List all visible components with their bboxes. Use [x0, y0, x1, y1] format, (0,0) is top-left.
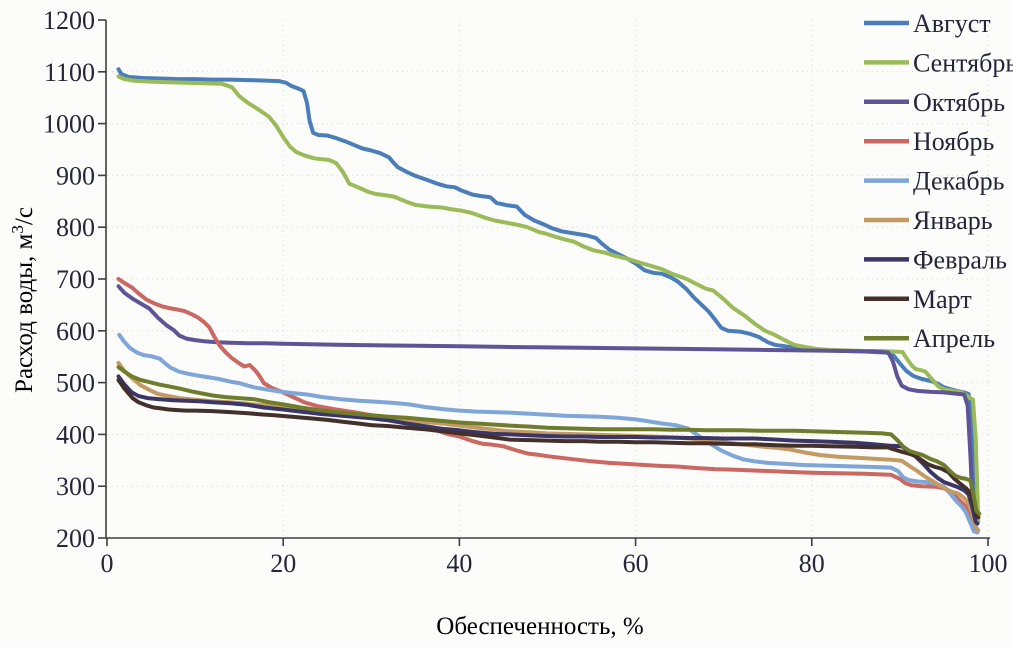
y-tick-label-1000: 1000	[43, 110, 95, 139]
x-tick-label-0: 0	[101, 549, 114, 578]
legend-item-november: Ноябрь	[864, 127, 994, 156]
y-tick-label-200: 200	[56, 524, 95, 553]
legend-item-december: Декабрь	[864, 167, 1005, 196]
y-axis-title-post: /с	[11, 207, 38, 225]
legend-label-february: Февраль	[913, 245, 1007, 274]
y-tick-label-1200: 1200	[43, 6, 95, 35]
y-tick-label-300: 300	[56, 472, 95, 501]
legend-label-december: Декабрь	[913, 167, 1005, 196]
series-line-april	[116, 365, 982, 516]
legend-label-april: Апрель	[913, 324, 995, 353]
y-axis-title-text: Расход воды, м	[11, 233, 38, 392]
x-tick-label-80: 80	[799, 549, 825, 578]
y-tick-label-900: 900	[56, 161, 95, 190]
legend-label-september: Сентябрь	[913, 48, 1013, 77]
y-tick-label-1100: 1100	[44, 58, 95, 87]
y-tick-label-800: 800	[56, 213, 95, 242]
legend-label-march: Март	[913, 285, 972, 314]
legend: Август Сентябрь Октябрь Ноябрь Декабрь Январь…	[864, 9, 1013, 353]
series-line-march	[116, 378, 981, 520]
y-tick-label-700: 700	[56, 265, 95, 294]
x-axis-title: Обеспеченность, %	[436, 613, 643, 640]
legend-item-august: Август	[864, 9, 991, 38]
legend-item-september: Сентябрь	[864, 48, 1013, 77]
legend-label-january: Январь	[913, 206, 993, 235]
legend-item-january: Январь	[864, 206, 993, 235]
legend-item-march: Март	[864, 285, 972, 314]
x-tick-label-60: 60	[623, 549, 649, 578]
legend-label-october: Октябрь	[913, 88, 1005, 117]
series-line-december	[117, 332, 980, 535]
x-tick-label-40: 40	[446, 549, 472, 578]
legend-item-april: Апрель	[864, 324, 995, 353]
y-tick-label-400: 400	[56, 420, 95, 449]
y-axis-title-sup: 3	[8, 225, 27, 234]
legend-label-november: Ноябрь	[913, 127, 994, 156]
legend-item-february: Февраль	[864, 245, 1007, 274]
series-line-october	[116, 284, 977, 531]
x-tick-label-20: 20	[270, 549, 296, 578]
y-tick-label-500: 500	[56, 369, 95, 398]
axes: 200 300 400 500 600 700 800 900 1000 1100 1200 0 20 4…	[43, 6, 1008, 578]
series-line-september	[116, 74, 981, 524]
legend-item-october: Октябрь	[864, 88, 1005, 117]
series-line-november	[116, 277, 980, 535]
y-axis-title: Расход воды, м3/с	[8, 207, 38, 393]
x-tick-label-100: 100	[969, 549, 1008, 578]
y-tick-label-600: 600	[56, 317, 95, 346]
series-lines	[116, 67, 982, 535]
legend-label-august: Август	[913, 9, 991, 38]
